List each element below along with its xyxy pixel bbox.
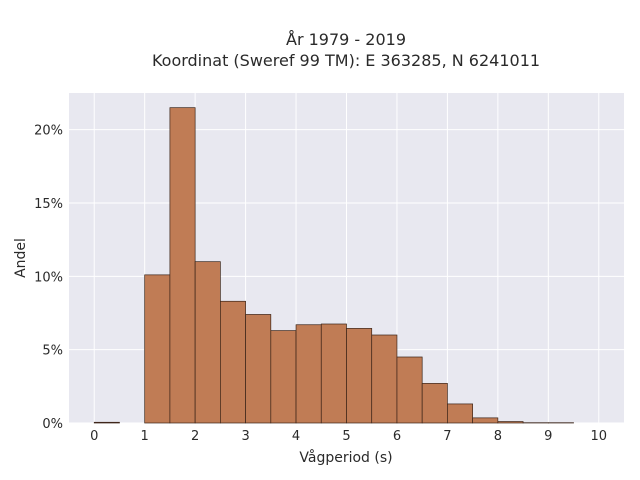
y-tick-label: 5% xyxy=(42,344,63,359)
x-tick-label: 8 xyxy=(494,429,502,444)
histogram-bar xyxy=(447,403,473,424)
histogram-bar xyxy=(320,323,347,424)
y-tick-label: 0% xyxy=(42,417,63,432)
x-tick-label: 4 xyxy=(292,429,300,444)
histogram-bar xyxy=(371,334,398,424)
histogram-bar xyxy=(194,261,221,424)
x-tick-label: 10 xyxy=(590,429,607,444)
histogram-bar xyxy=(245,314,272,424)
histogram-bar xyxy=(497,421,524,424)
x-tick-labels: 0 1 2 3 4 5 6 7 8 9 10 xyxy=(90,429,607,444)
histogram-bar xyxy=(396,356,423,424)
histogram-bar xyxy=(169,107,196,424)
x-tick-label: 0 xyxy=(90,429,98,444)
chart-title-line2: Koordinat (Sweref 99 TM): E 363285, N 62… xyxy=(152,51,540,70)
bars xyxy=(93,107,574,424)
x-axis-title: Vågperiod (s) xyxy=(299,449,392,466)
y-tick-labels: 0% 5% 10% 15% 20% xyxy=(34,124,63,432)
histogram-bar xyxy=(144,274,171,424)
histogram-bar xyxy=(421,383,448,424)
histogram-bar xyxy=(220,300,246,424)
histogram-bar xyxy=(295,324,322,424)
histogram-bar xyxy=(93,421,120,424)
x-tick-label: 9 xyxy=(544,429,552,444)
x-tick-label: 3 xyxy=(241,429,249,444)
y-tick-label: 20% xyxy=(34,124,63,139)
chart-title-line1: År 1979 - 2019 xyxy=(286,30,406,49)
histogram-bar xyxy=(346,328,373,424)
histogram-bar xyxy=(270,330,297,424)
histogram-bar xyxy=(472,417,499,424)
x-tick-label: 7 xyxy=(443,429,451,444)
y-axis-title: Andel xyxy=(13,238,29,278)
x-tick-label: 5 xyxy=(342,429,350,444)
x-tick-label: 1 xyxy=(141,429,149,444)
y-tick-label: 15% xyxy=(34,197,63,212)
x-tick-label: 2 xyxy=(191,429,199,444)
x-tick-label: 6 xyxy=(393,429,401,444)
y-tick-label: 10% xyxy=(34,270,63,285)
